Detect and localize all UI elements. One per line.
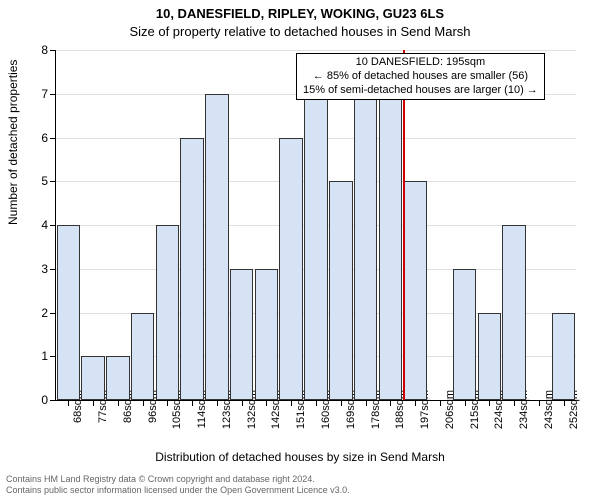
- plot-area: 10 DANESFIELD: 195sqm ← 85% of detached …: [55, 50, 576, 401]
- footer-line-1: Contains HM Land Registry data © Crown c…: [6, 474, 350, 485]
- page-subtitle: Size of property relative to detached ho…: [0, 24, 600, 39]
- bar: [453, 269, 477, 400]
- y-tick: [50, 313, 56, 314]
- reference-line: [403, 50, 405, 400]
- bar: [279, 138, 303, 401]
- y-tick-label: 0: [28, 393, 48, 407]
- bar: [230, 269, 254, 400]
- bar: [304, 94, 328, 400]
- x-tick: [514, 400, 515, 406]
- chart-container: 10, DANESFIELD, RIPLEY, WOKING, GU23 6LS…: [0, 0, 600, 500]
- bar: [180, 138, 204, 401]
- x-tick: [167, 400, 168, 406]
- callout-box: 10 DANESFIELD: 195sqm ← 85% of detached …: [296, 53, 545, 100]
- callout-line-3: 15% of semi-detached houses are larger (…: [303, 84, 538, 98]
- y-tick: [50, 400, 56, 401]
- y-tick-label: 2: [28, 306, 48, 320]
- bar: [379, 94, 403, 400]
- x-tick: [415, 400, 416, 406]
- bar: [403, 181, 427, 400]
- y-tick-label: 4: [28, 218, 48, 232]
- y-tick-label: 6: [28, 131, 48, 145]
- footer-text: Contains HM Land Registry data © Crown c…: [6, 474, 350, 496]
- x-tick: [316, 400, 317, 406]
- x-tick: [539, 400, 540, 406]
- x-tick: [564, 400, 565, 406]
- x-tick: [465, 400, 466, 406]
- x-tick: [390, 400, 391, 406]
- bar: [502, 225, 526, 400]
- page-title: 10, DANESFIELD, RIPLEY, WOKING, GU23 6LS: [0, 6, 600, 21]
- x-tick: [366, 400, 367, 406]
- x-tick: [93, 400, 94, 406]
- bar: [478, 313, 502, 401]
- bar: [81, 356, 105, 400]
- bar: [131, 313, 155, 401]
- y-tick: [50, 356, 56, 357]
- bar: [329, 181, 353, 400]
- y-tick: [50, 138, 56, 139]
- x-tick: [440, 400, 441, 406]
- y-axis-label: Number of detached properties: [6, 60, 20, 225]
- y-tick-label: 3: [28, 262, 48, 276]
- x-tick: [192, 400, 193, 406]
- bar: [205, 94, 229, 400]
- x-tick: [242, 400, 243, 406]
- y-tick: [50, 225, 56, 226]
- y-tick-label: 5: [28, 174, 48, 188]
- footer-line-2: Contains public sector information licen…: [6, 485, 350, 496]
- x-axis-label: Distribution of detached houses by size …: [0, 450, 600, 464]
- x-tick: [68, 400, 69, 406]
- y-tick: [50, 269, 56, 270]
- bar: [255, 269, 279, 400]
- y-tick: [50, 94, 56, 95]
- y-tick-label: 7: [28, 87, 48, 101]
- x-tick: [217, 400, 218, 406]
- bar: [106, 356, 130, 400]
- y-tick-label: 1: [28, 349, 48, 363]
- x-tick: [291, 400, 292, 406]
- x-tick: [341, 400, 342, 406]
- y-tick: [50, 50, 56, 51]
- gridline-h: [56, 50, 576, 51]
- callout-line-2: ← 85% of detached houses are smaller (56…: [303, 70, 538, 84]
- bar: [552, 313, 576, 401]
- bar: [156, 225, 180, 400]
- bar: [354, 94, 378, 400]
- x-tick: [266, 400, 267, 406]
- y-tick-label: 8: [28, 43, 48, 57]
- x-tick: [489, 400, 490, 406]
- x-tick: [143, 400, 144, 406]
- y-tick: [50, 181, 56, 182]
- callout-line-1: 10 DANESFIELD: 195sqm: [303, 56, 538, 70]
- bar: [57, 225, 81, 400]
- x-tick: [118, 400, 119, 406]
